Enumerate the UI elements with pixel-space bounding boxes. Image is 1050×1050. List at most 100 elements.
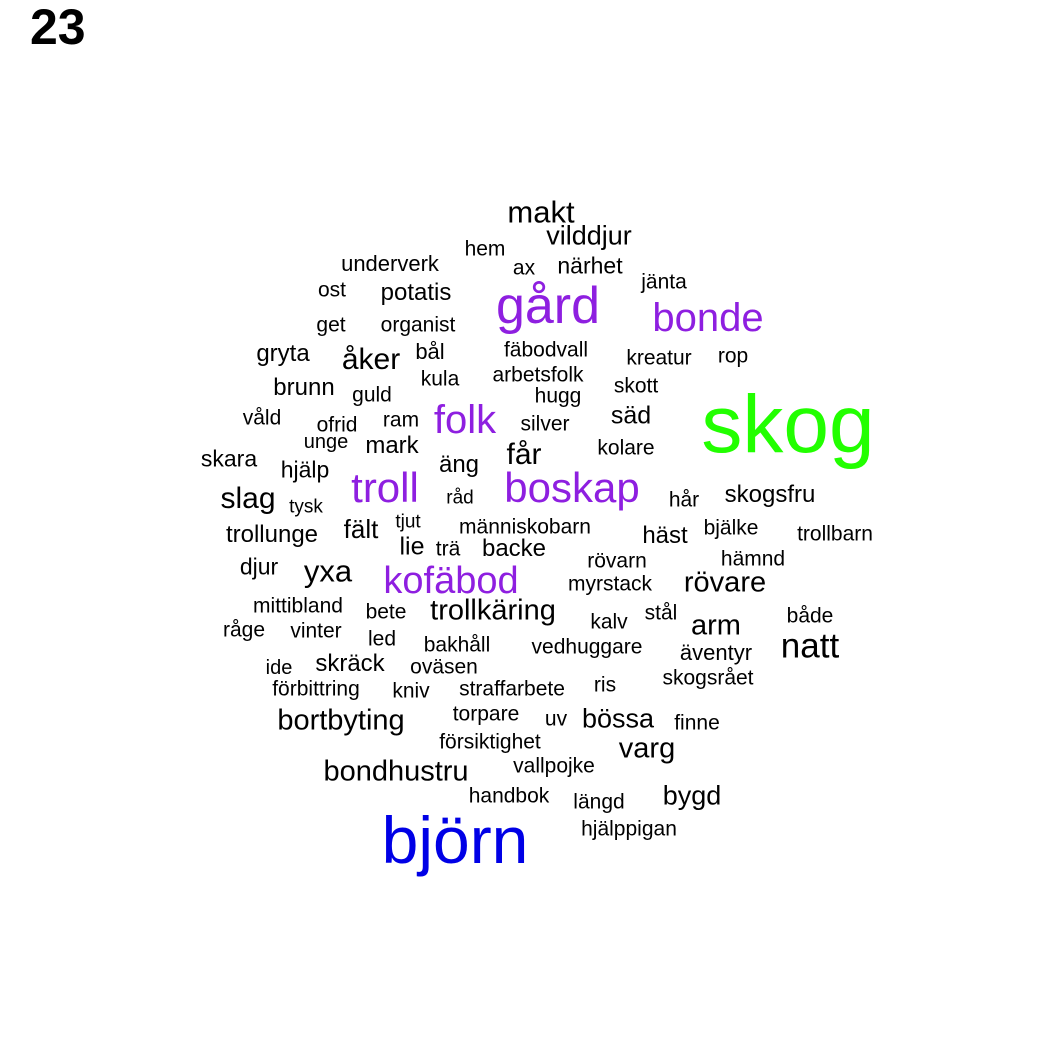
cloud-word-narhet: närhet bbox=[557, 252, 623, 279]
cloud-word-fabodvall: fäbodvall bbox=[503, 338, 589, 362]
cloud-word-brunn: brunn bbox=[273, 374, 335, 401]
cloud-word-boskap: boskap bbox=[504, 464, 640, 511]
cloud-word-janta: jänta bbox=[641, 270, 687, 294]
cloud-word-kula: kula bbox=[420, 367, 460, 391]
cloud-word-hugg: hugg bbox=[534, 384, 582, 408]
cloud-word-forbittring: förbittring bbox=[272, 677, 360, 701]
cloud-word-hjalp: hjälp bbox=[280, 456, 330, 483]
cloud-word-langd: längd bbox=[573, 790, 625, 814]
cloud-word-underverk: underverk bbox=[341, 251, 439, 276]
cloud-word-organist: organist bbox=[380, 313, 456, 337]
cloud-word-finne: finne bbox=[674, 711, 720, 735]
cloud-word-bjorn: björn bbox=[381, 803, 529, 877]
cloud-word-skogsraet: skogsrået bbox=[662, 666, 754, 690]
cloud-word-bete: bete bbox=[365, 600, 407, 624]
cloud-word-ang: äng bbox=[438, 451, 480, 478]
cloud-word-handbok: handbok bbox=[468, 784, 550, 808]
cloud-word-tjut: tjut bbox=[395, 511, 421, 533]
cloud-word-mittibland: mittibland bbox=[253, 594, 343, 618]
cloud-word-skogsfru: skogsfru bbox=[724, 481, 816, 508]
cloud-word-natt: natt bbox=[780, 626, 840, 666]
cloud-word-kniv: kniv bbox=[392, 679, 430, 703]
cloud-word-ofrid: ofrid bbox=[316, 413, 358, 437]
cloud-word-backe: backe bbox=[481, 535, 547, 562]
cloud-word-torpare: torpare bbox=[452, 702, 520, 726]
cloud-word-arm: arm bbox=[691, 609, 741, 642]
cloud-word-ris: ris bbox=[593, 673, 617, 697]
cloud-word-kalv: kalv bbox=[590, 610, 628, 634]
cloud-word-uv: uv bbox=[544, 707, 568, 731]
cloud-word-vald: våld bbox=[242, 406, 282, 430]
cloud-word-vilddjur: vilddjur bbox=[546, 220, 632, 251]
cloud-word-hast: häst bbox=[642, 522, 688, 549]
cloud-word-ax: ax bbox=[512, 256, 536, 280]
cloud-word-potatis: potatis bbox=[380, 279, 452, 306]
cloud-word-ovasen: oväsen bbox=[410, 655, 478, 679]
cloud-word-kreatur: kreatur bbox=[626, 346, 692, 370]
cloud-word-stal: stål bbox=[644, 601, 678, 625]
cloud-word-hamnd: hämnd bbox=[720, 547, 786, 571]
cloud-word-bossa: bössa bbox=[581, 703, 655, 734]
cloud-word-vallpojke: vallpojke bbox=[513, 754, 595, 778]
cloud-word-rage: råge bbox=[222, 618, 266, 642]
cloud-word-rad: råd bbox=[446, 487, 474, 509]
cloud-word-myrstack: myrstack bbox=[568, 572, 652, 596]
cloud-word-bjalke: bjälke bbox=[703, 516, 759, 540]
cloud-word-vinter: vinter bbox=[290, 619, 342, 643]
cloud-word-bonde: bonde bbox=[652, 296, 764, 340]
cloud-word-trollkaring: trollkäring bbox=[430, 594, 556, 627]
cloud-word-bakhall: bakhåll bbox=[423, 633, 491, 657]
cloud-word-bade: både bbox=[786, 604, 834, 628]
cloud-word-gard: gård bbox=[495, 277, 601, 335]
cloud-word-folk: folk bbox=[433, 398, 497, 442]
cloud-word-mark: mark bbox=[365, 432, 419, 459]
cloud-word-arbetsfolk: arbetsfolk bbox=[492, 363, 584, 387]
cloud-word-vedhuggare: vedhuggare bbox=[531, 635, 643, 659]
cloud-word-trollunge: trollunge bbox=[225, 521, 319, 548]
cloud-word-bondhustru: bondhustru bbox=[323, 755, 469, 788]
cloud-word-lie: lie bbox=[399, 532, 425, 561]
cloud-word-forsiktighet: försiktighet bbox=[439, 730, 541, 754]
cloud-word-skott: skott bbox=[613, 374, 659, 398]
cloud-word-tysk: tysk bbox=[289, 496, 323, 518]
cloud-word-bal: bål bbox=[415, 339, 445, 364]
cloud-word-makt: makt bbox=[507, 194, 575, 230]
cloud-word-led: led bbox=[367, 627, 397, 651]
cloud-word-hem: hem bbox=[464, 237, 506, 261]
cloud-word-bygd: bygd bbox=[662, 780, 722, 811]
cloud-word-far: får bbox=[506, 438, 542, 471]
cloud-word-aventyr: äventyr bbox=[679, 640, 753, 665]
cloud-word-slag: slag bbox=[220, 482, 276, 515]
cloud-word-gryta: gryta bbox=[256, 340, 310, 367]
cloud-word-trollbarn: trollbarn bbox=[797, 522, 873, 546]
cloud-word-bortbyting: bortbyting bbox=[277, 704, 405, 737]
cloud-word-hjalppigan: hjälppigan bbox=[581, 817, 677, 841]
cloud-word-unge: unge bbox=[303, 431, 349, 453]
cloud-word-ide: ide bbox=[265, 657, 293, 679]
cloud-word-skog: skog bbox=[701, 379, 875, 470]
cloud-word-ram: ram bbox=[382, 408, 420, 432]
cloud-word-yxa: yxa bbox=[303, 553, 353, 589]
cloud-word-sad: säd bbox=[610, 401, 652, 430]
cloud-word-kofabod: kofäbod bbox=[383, 560, 519, 602]
cloud-word-rovarn: rövarn bbox=[587, 549, 647, 573]
cloud-word-skrack: skräck bbox=[315, 650, 385, 677]
cloud-word-manniskobarn: människobarn bbox=[459, 515, 591, 539]
cloud-word-rovare: rövare bbox=[683, 566, 767, 599]
cloud-word-rop: rop bbox=[717, 344, 749, 368]
cloud-word-skara: skara bbox=[200, 445, 258, 472]
cloud-word-varg: varg bbox=[618, 732, 676, 765]
cloud-word-kolare: kolare bbox=[597, 436, 655, 460]
cloud-word-aker: åker bbox=[341, 343, 401, 376]
page-number: 23 bbox=[30, 0, 86, 55]
cloud-word-silver: silver bbox=[520, 412, 570, 436]
cloud-word-djur: djur bbox=[239, 553, 279, 580]
cloud-word-tra: trä bbox=[435, 537, 461, 561]
cloud-word-ost: ost bbox=[317, 278, 347, 302]
cloud-word-troll: troll bbox=[351, 464, 419, 511]
cloud-word-falt: fält bbox=[343, 514, 379, 544]
cloud-word-straffarbete: straffarbete bbox=[459, 677, 565, 701]
cloud-word-get: get bbox=[316, 313, 346, 337]
cloud-word-har: hår bbox=[668, 488, 700, 512]
